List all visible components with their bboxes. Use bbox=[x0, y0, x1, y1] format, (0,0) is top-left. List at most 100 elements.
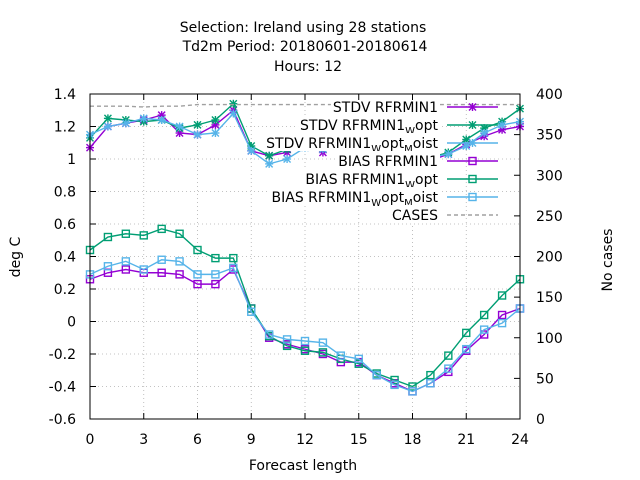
data-point bbox=[175, 270, 184, 279]
legend-label-background bbox=[264, 133, 441, 151]
legend-item: BIAS RFRMIN1 bbox=[336, 151, 498, 170]
series-line bbox=[89, 259, 521, 393]
data-point bbox=[229, 109, 238, 118]
x-tick-label: 6 bbox=[193, 432, 202, 448]
data-point bbox=[193, 270, 202, 279]
y-tick-label: 1.4 bbox=[54, 87, 76, 103]
data-point bbox=[390, 380, 399, 390]
data-point bbox=[300, 336, 310, 346]
legend-item: STDV RFRMIN1Wopt bbox=[298, 115, 498, 137]
data-point bbox=[121, 265, 131, 274]
data-point bbox=[282, 335, 292, 344]
data-point bbox=[175, 257, 184, 266]
data-point bbox=[211, 270, 220, 279]
series-6 bbox=[90, 103, 520, 108]
data-point bbox=[121, 257, 131, 266]
legend-marker bbox=[468, 139, 477, 147]
data-point bbox=[211, 116, 220, 124]
y-tick-label: 1.2 bbox=[54, 120, 76, 136]
data-point bbox=[318, 338, 328, 347]
data-point bbox=[462, 344, 471, 354]
chart-subtitle-line-2: Hours: 12 bbox=[274, 59, 342, 75]
data-point bbox=[390, 375, 399, 385]
data-point bbox=[444, 351, 453, 360]
data-point bbox=[318, 348, 328, 357]
legend-marker bbox=[468, 121, 477, 129]
x-tick-label: 18 bbox=[404, 432, 422, 448]
data-point bbox=[211, 129, 220, 137]
data-point bbox=[175, 122, 184, 131]
legend-item: STDV RFRMIN1WoptMoist bbox=[264, 133, 498, 155]
legend-label: BIAS RFRMIN1WoptMoist bbox=[272, 190, 439, 209]
data-point bbox=[103, 232, 113, 242]
y-tick-label: 0.8 bbox=[54, 185, 76, 201]
data-point bbox=[247, 146, 256, 155]
legend-marker bbox=[468, 174, 477, 184]
data-point bbox=[103, 122, 112, 131]
data-point bbox=[354, 359, 363, 368]
y-tick-label: -0.2 bbox=[49, 347, 76, 363]
y-tick-label: -0.4 bbox=[49, 380, 76, 396]
data-point bbox=[444, 364, 453, 373]
data-point bbox=[497, 318, 507, 328]
legend-label: STDV RFRMIN1WoptMoist bbox=[266, 136, 438, 155]
data-point bbox=[426, 379, 435, 388]
data-point bbox=[480, 129, 489, 137]
legend-item: STDV RFRMIN1 bbox=[330, 97, 498, 116]
data-point bbox=[283, 155, 292, 163]
x-tick-label: 24 bbox=[511, 432, 529, 448]
series-4 bbox=[85, 224, 525, 391]
data-point bbox=[479, 325, 489, 334]
data-point bbox=[157, 255, 166, 264]
data-point bbox=[193, 245, 202, 255]
legend-item: BIAS RFRMIN1Wopt bbox=[303, 169, 498, 191]
y2-axis-title: No cases bbox=[600, 229, 616, 292]
legend-marker bbox=[468, 156, 477, 166]
series-5 bbox=[85, 255, 525, 396]
data-point bbox=[175, 229, 184, 238]
data-point bbox=[408, 382, 417, 391]
legend-label: STDV RFRMIN1 bbox=[333, 100, 438, 116]
y-axis-title: deg C bbox=[8, 236, 24, 277]
data-point bbox=[479, 310, 489, 320]
y2-tick-label: 100 bbox=[536, 331, 563, 347]
data-point bbox=[193, 130, 202, 139]
data-point bbox=[121, 229, 131, 238]
x-axis-title: Forecast length bbox=[249, 458, 357, 474]
data-point bbox=[121, 119, 130, 128]
data-point bbox=[139, 265, 148, 274]
y2-tick-label: 250 bbox=[536, 209, 563, 225]
y2-tick-label: 350 bbox=[536, 128, 563, 144]
data-point bbox=[229, 99, 238, 108]
legend-label-background bbox=[298, 115, 441, 133]
legend-label: BIAS RFRMIN1 bbox=[338, 154, 438, 170]
legend-label-background bbox=[336, 151, 440, 169]
data-point bbox=[211, 279, 220, 289]
data-point bbox=[372, 370, 381, 380]
legend-label: BIAS RFRMIN1Wopt bbox=[305, 172, 438, 191]
x-tick-label: 15 bbox=[350, 432, 368, 448]
y2-tick-label: 150 bbox=[536, 290, 563, 306]
y-tick-label: 0 bbox=[67, 315, 76, 331]
data-point bbox=[444, 150, 453, 159]
data-point bbox=[498, 120, 507, 129]
data-point bbox=[157, 268, 166, 277]
y2-tick-label: 400 bbox=[536, 87, 563, 103]
data-point bbox=[139, 114, 148, 123]
data-point bbox=[193, 120, 202, 129]
series-line bbox=[90, 103, 520, 108]
y2-tick-label: 200 bbox=[536, 250, 563, 266]
data-point bbox=[157, 224, 166, 234]
x-tick-label: 9 bbox=[247, 432, 256, 448]
data-point bbox=[354, 354, 363, 364]
data-point bbox=[157, 116, 166, 124]
legend-label-background bbox=[269, 187, 441, 205]
data-point bbox=[229, 253, 238, 263]
data-point bbox=[265, 159, 274, 168]
x-tick-label: 3 bbox=[139, 432, 148, 448]
legend-item: BIAS RFRMIN1WoptMoist bbox=[269, 187, 498, 209]
y2-tick-label: 300 bbox=[536, 168, 563, 184]
y-tick-label: 0.6 bbox=[54, 217, 76, 233]
